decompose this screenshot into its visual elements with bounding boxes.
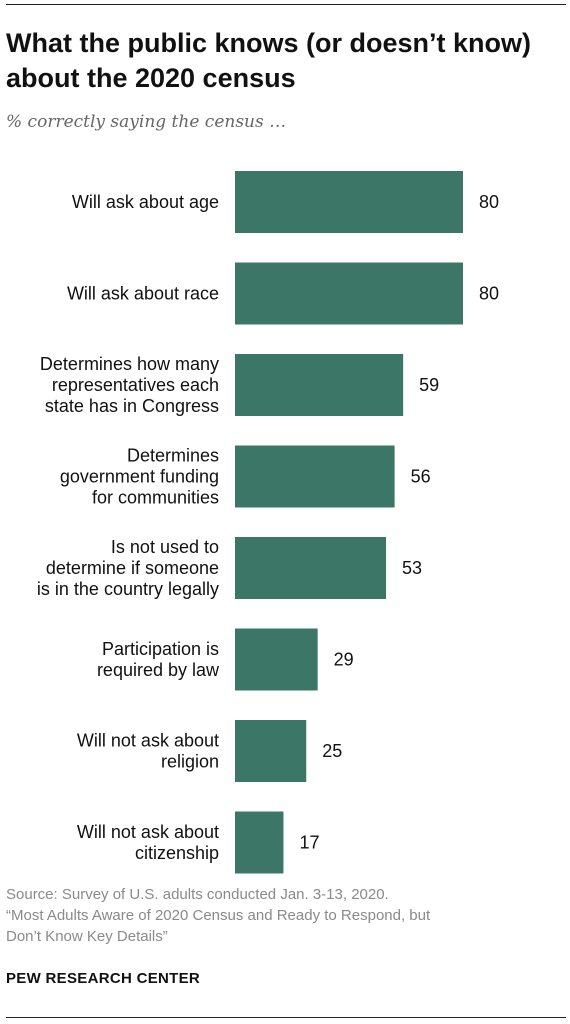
category-label: Is not used to	[111, 537, 219, 557]
category-label: required by law	[97, 660, 220, 680]
bar	[235, 445, 395, 508]
bar	[235, 628, 318, 691]
bar	[235, 354, 404, 416]
chart-subtitle: % correctly saying the census …	[6, 112, 287, 132]
category-label: representatives each	[52, 375, 219, 395]
bar-chart: 80 Will ask about age 80 Will ask about rac…	[37, 171, 499, 874]
source-line: Don’t Know Key Details”	[6, 928, 168, 945]
bar	[235, 720, 307, 782]
value-label: 53	[402, 558, 422, 578]
bar	[235, 262, 463, 325]
category-label: religion	[161, 752, 219, 772]
bar	[235, 537, 387, 599]
category-label: citizenship	[135, 843, 219, 863]
category-label: Will ask about race	[67, 284, 219, 304]
bottom-rule	[6, 1017, 566, 1018]
category-label: for communities	[92, 488, 219, 508]
category-label: determine if someone	[46, 558, 219, 578]
category-label: Will ask about age	[72, 192, 219, 212]
value-label: 29	[334, 650, 354, 670]
category-label: Will not ask about	[77, 822, 219, 842]
category-label: Determines	[127, 446, 219, 466]
chart-title: What the public knows (or doesn’t know) …	[6, 28, 531, 93]
value-label: 56	[411, 467, 431, 487]
source-note: Source: Survey of U.S. adults conducted …	[6, 884, 566, 947]
source-line: “Most Adults Aware of 2020 Census and Re…	[6, 907, 431, 924]
top-rule	[6, 4, 566, 5]
source-line: Source: Survey of U.S. adults conducted …	[6, 886, 389, 903]
category-label: state has in Congress	[45, 396, 219, 416]
pew-logo-text: PEW RESEARCH CENTER	[6, 970, 201, 987]
category-label: Will not ask about	[77, 731, 219, 751]
value-label: 80	[479, 192, 499, 212]
value-label: 17	[299, 833, 319, 853]
category-label: Determines how many	[40, 354, 219, 374]
value-label: 80	[479, 284, 499, 304]
bar	[235, 811, 284, 874]
category-label: is in the country legally	[37, 579, 219, 599]
bar	[235, 171, 463, 233]
value-label: 59	[419, 375, 439, 395]
category-label: government funding	[60, 467, 219, 487]
value-label: 25	[322, 741, 342, 761]
category-label: Participation is	[102, 639, 219, 659]
